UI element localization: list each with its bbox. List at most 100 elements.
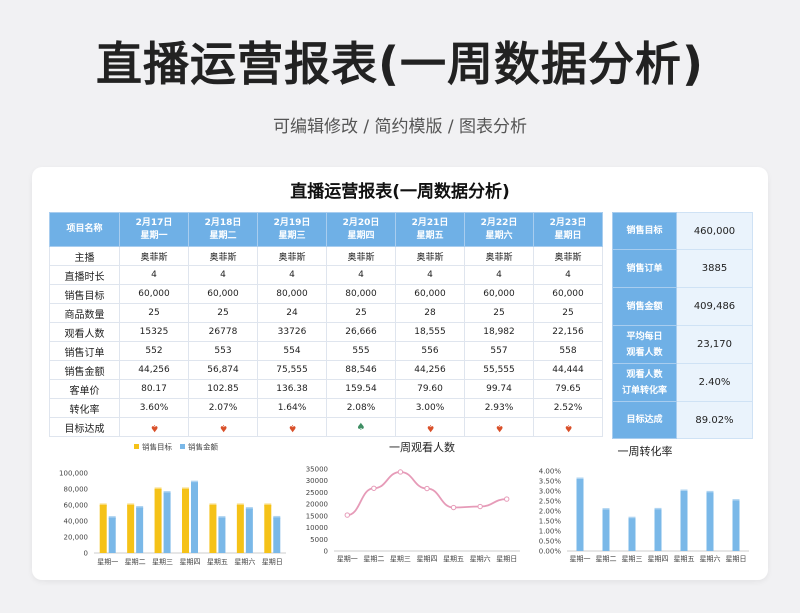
table-cell: 80,000 xyxy=(326,284,396,304)
table-cell: 奥菲斯 xyxy=(119,246,189,266)
bar xyxy=(209,505,217,553)
x-tick-label: 星期一 xyxy=(97,558,118,566)
summary-label: 观看人数 订单转化率 xyxy=(612,363,677,402)
table-cell: 25 xyxy=(464,303,534,323)
y-tick-label: 15000 xyxy=(306,512,328,520)
table-row: 商品数量 25 25 24 25 28 25 25 xyxy=(49,303,603,323)
bar-cap xyxy=(245,507,253,511)
target-cell: ♠ xyxy=(395,417,465,437)
table-cell: 44,444 xyxy=(533,360,603,380)
table-cell: 2.93% xyxy=(464,398,534,418)
bar xyxy=(245,508,253,553)
row-label: 转化率 xyxy=(49,398,120,418)
bar xyxy=(236,505,244,553)
x-tick-label: 星期日 xyxy=(496,555,517,563)
table-cell: 奥菲斯 xyxy=(533,246,603,266)
bar xyxy=(576,479,584,551)
row-label: 销售订单 xyxy=(49,341,120,361)
header-day: 2月18日 星期二 xyxy=(188,212,258,247)
y-tick-label: 20,000 xyxy=(64,534,89,542)
table-cell: 2.07% xyxy=(188,398,258,418)
header-day: 2月22日 星期六 xyxy=(464,212,534,247)
x-tick-label: 星期五 xyxy=(674,555,695,563)
x-tick-label: 星期五 xyxy=(443,555,464,563)
table-cell: 60,000 xyxy=(188,284,258,304)
bar-cap xyxy=(99,503,107,507)
report-card: 直播运营报表(一周数据分析) 项目名称 2月17日 星期一 2月18日 星期二 2月… xyxy=(32,167,768,580)
y-tick-label: 3.50% xyxy=(539,478,562,486)
y-tick-label: 2.00% xyxy=(539,508,562,516)
legend-label: 销售目标 xyxy=(142,442,172,452)
header-week: 星期三 xyxy=(278,230,306,241)
x-tick-label: 星期三 xyxy=(390,555,411,563)
header-date: 2月23日 xyxy=(549,217,587,228)
row-label: 主播 xyxy=(49,246,120,266)
data-point xyxy=(397,469,404,475)
table-cell: 60,000 xyxy=(464,284,534,304)
table-cell: 557 xyxy=(464,341,534,361)
report-title: 直播运营报表(一周数据分析) xyxy=(290,182,510,202)
table-cell: 60,000 xyxy=(395,284,465,304)
y-tick-label: 35000 xyxy=(306,466,328,474)
header-week: 星期一 xyxy=(140,230,168,241)
summary-label-line: 观看人数 xyxy=(626,369,663,380)
bar xyxy=(154,489,162,553)
table-row-target: 目标达成 ♠ ♠ ♠ ♠ ♠ ♠ ♠ xyxy=(49,417,603,437)
bar xyxy=(99,505,107,553)
chart-title: 一周转化率 xyxy=(618,444,673,458)
table-row: 直播时长 4 4 4 4 4 4 4 xyxy=(49,265,603,285)
table-cell: 奥菲斯 xyxy=(395,246,465,266)
header-date: 2月21日 xyxy=(411,217,449,228)
table-cell: 2.08% xyxy=(326,398,396,418)
legend-label: 销售金额 xyxy=(188,442,218,452)
daily-data-table: 项目名称 2月17日 星期一 2月18日 星期二 2月19日 星期三 2月20日 星期四… xyxy=(49,212,603,437)
header-day: 2月21日 星期五 xyxy=(395,212,465,247)
header-date: 2月17日 xyxy=(135,217,173,228)
header-week: 星期四 xyxy=(347,230,375,241)
summary-row: 观看人数 订单转化率 2.40% xyxy=(612,363,753,402)
x-tick-label: 星期一 xyxy=(337,555,358,563)
arrow-down-icon: ♠ xyxy=(494,421,504,433)
table-cell: 75,555 xyxy=(257,360,327,380)
table-row: 销售目标 60,000 60,000 80,000 80,000 60,000 60,000… xyxy=(49,284,603,304)
table-cell: 556 xyxy=(395,341,465,361)
table-cell: 554 xyxy=(257,341,327,361)
bar-cap xyxy=(209,503,217,507)
summary-label: 目标达成 xyxy=(612,401,677,439)
x-tick-label: 星期六 xyxy=(470,554,491,563)
chart-title: 一周观看人数 xyxy=(389,440,455,454)
bar-cap xyxy=(264,503,272,507)
bar-cap xyxy=(236,503,244,507)
bar xyxy=(628,518,636,551)
bar xyxy=(218,517,226,553)
y-tick-label: 10000 xyxy=(306,524,328,532)
x-tick-label: 星期六 xyxy=(700,554,721,563)
y-tick-label: 30000 xyxy=(306,477,328,485)
page-subtitle: 可编辑修改 / 简约模版 / 图表分析 xyxy=(272,117,528,137)
bar xyxy=(264,505,272,553)
bar-cap xyxy=(191,480,198,484)
header-day: 2月19日 星期三 xyxy=(257,212,327,247)
x-tick-label: 星期日 xyxy=(262,558,283,566)
table-cell: 18,555 xyxy=(395,322,465,342)
table-cell: 4 xyxy=(188,265,258,285)
x-tick-label: 星期二 xyxy=(363,555,384,563)
page-title: 直播运营报表(一周数据分析) xyxy=(95,37,705,91)
summary-label-line: 平均每日 xyxy=(626,331,663,342)
table-cell: 555 xyxy=(326,341,396,361)
target-cell: ♠ xyxy=(464,417,534,437)
header-date: 2月18日 xyxy=(204,217,242,228)
y-tick-label: 4.00% xyxy=(539,468,562,476)
bar-cap xyxy=(680,489,688,493)
table-cell: 奥菲斯 xyxy=(188,246,258,266)
table-cell: 奥菲斯 xyxy=(464,246,534,266)
table-cell: 60,000 xyxy=(119,284,189,304)
row-label: 销售金额 xyxy=(49,360,120,380)
header-day: 2月23日 星期日 xyxy=(533,212,603,247)
bar-cap xyxy=(732,499,740,503)
table-cell: 55,555 xyxy=(464,360,534,380)
y-tick-label: 25000 xyxy=(306,489,328,497)
summary-label-line: 销售金额 xyxy=(626,301,663,312)
y-tick-label: 2.50% xyxy=(539,498,562,506)
table-cell: 3.00% xyxy=(395,398,465,418)
